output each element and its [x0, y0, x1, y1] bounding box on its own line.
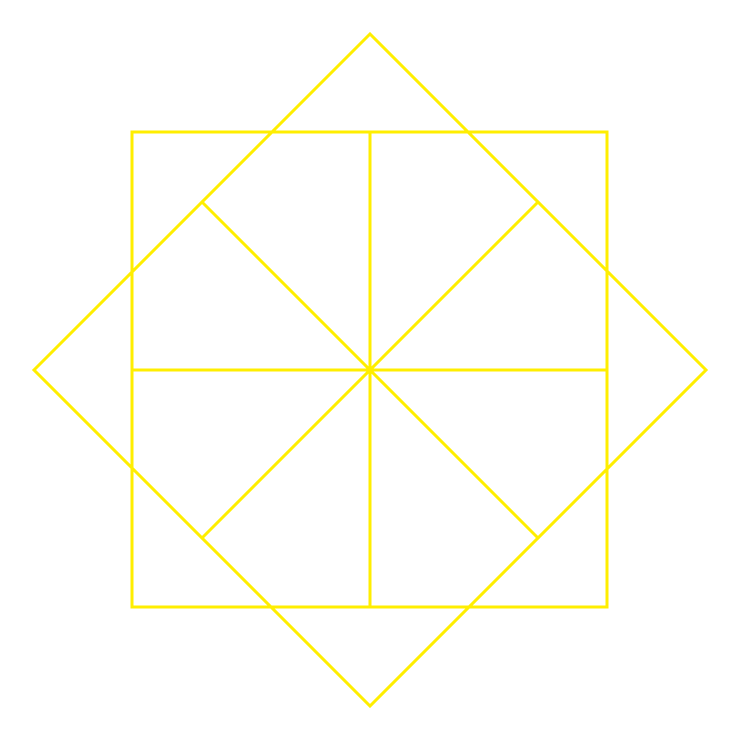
diagonal-nw-se: [200, 200, 540, 540]
rotated-square: [31, 31, 709, 709]
